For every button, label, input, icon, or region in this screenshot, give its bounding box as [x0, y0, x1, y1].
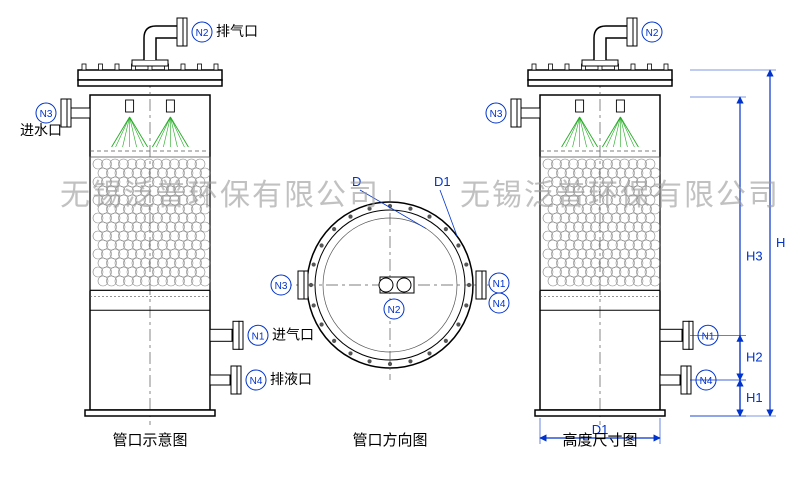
- svg-text:N4: N4: [493, 299, 506, 310]
- svg-text:N4: N4: [250, 376, 263, 387]
- svg-text:D1: D1: [434, 174, 451, 189]
- svg-text:N3: N3: [275, 281, 288, 292]
- svg-text:管口示意图: 管口示意图: [112, 431, 187, 449]
- svg-text:H1: H1: [746, 390, 763, 405]
- svg-text:进气口: 进气口: [272, 326, 314, 342]
- svg-text:N1: N1: [493, 279, 506, 290]
- svg-text:高度尺寸图: 高度尺寸图: [562, 432, 637, 449]
- svg-text:H3: H3: [746, 249, 763, 264]
- svg-text:N3: N3: [490, 109, 503, 120]
- svg-text:N3: N3: [40, 109, 53, 120]
- svg-text:N2: N2: [388, 305, 401, 316]
- svg-text:N2: N2: [646, 28, 659, 39]
- diagram-svg: N2 排气口 N3 进水口 N1 进气口 N4 排液口 N2 N3 N1 N4 H H3 H2 H1 D1 N1 N…: [0, 0, 800, 500]
- svg-text:排液口: 排液口: [270, 371, 312, 387]
- svg-text:H2: H2: [746, 350, 763, 365]
- diagram-stage: N2 排气口 N3 进水口 N1 进气口 N4 排液口 N2 N3 N1 N4 H H3 H2 H1 D1 N1 N…: [0, 0, 800, 500]
- svg-text:排气口: 排气口: [216, 23, 258, 39]
- svg-text:N1: N1: [702, 331, 715, 342]
- svg-text:管口方向图: 管口方向图: [352, 432, 427, 449]
- svg-text:N1: N1: [252, 331, 265, 342]
- svg-text:H: H: [776, 235, 785, 250]
- svg-text:进水口: 进水口: [20, 122, 62, 138]
- svg-text:N2: N2: [196, 28, 209, 39]
- svg-text:N4: N4: [700, 376, 713, 387]
- svg-text:D: D: [352, 174, 361, 189]
